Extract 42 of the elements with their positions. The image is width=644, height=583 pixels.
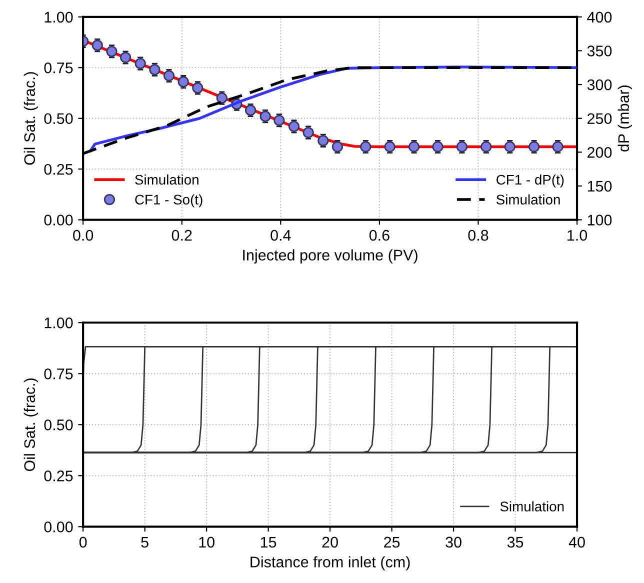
y-tick-label: 0.50 <box>44 113 73 124</box>
x-axis-title: Distance from inlet (cm) <box>250 556 410 570</box>
y2-tick-label: 400 <box>587 12 612 23</box>
y-tick-label: 0.50 <box>44 420 73 430</box>
x-tick-label: 0.2 <box>172 230 192 241</box>
y-axis-title: Oil Sat. (frac.) <box>24 72 38 165</box>
x-tick-label: 5 <box>141 536 148 548</box>
y-tick-label: 1.00 <box>44 318 73 328</box>
legend-label: CF1 - dP(t) <box>496 174 564 188</box>
y2-tick-label: 300 <box>587 79 612 90</box>
y2-tick-label: 350 <box>587 46 612 56</box>
x-axis-title: Injected pore volume (PV) <box>243 249 418 264</box>
y-axis-title: Oil Sat. (frac.) <box>24 378 38 472</box>
y-tick-label: 0.00 <box>44 214 73 226</box>
x-tick-label: 35 <box>507 536 524 548</box>
x-tick-label: 10 <box>199 536 214 548</box>
x-tick-label: 20 <box>322 536 338 548</box>
x-tick-label: 0 <box>79 536 87 548</box>
x-tick-label: 0.0 <box>73 230 94 241</box>
y2-tick-label: 150 <box>588 180 612 192</box>
y2-tick-label: 200 <box>588 147 612 158</box>
y-tick-label: 0.25 <box>44 164 73 175</box>
y-tick-label: 1.00 <box>44 12 73 23</box>
y-tick-label: 0.75 <box>44 62 73 74</box>
y-tick-label: 0.75 <box>44 368 73 380</box>
y2-tick-label: 250 <box>588 113 612 124</box>
y2-axis-title: dP (mbar) <box>618 85 632 152</box>
y-tick-label: 0.25 <box>44 470 73 482</box>
legend-label: Simulation <box>496 194 560 205</box>
legend-label: CF1 - So(t) <box>135 194 202 208</box>
x-tick-label: 0.8 <box>468 230 488 241</box>
x-tick-label: 0.4 <box>270 230 291 241</box>
x-tick-label: 40 <box>568 536 585 548</box>
y2-tick-label: 100 <box>588 214 612 226</box>
x-tick-label: 25 <box>384 536 400 548</box>
x-tick-label: 0.6 <box>369 230 390 241</box>
x-tick-label: 1.0 <box>568 230 588 241</box>
x-tick-label: 30 <box>446 536 462 548</box>
legend-label: Simulation <box>135 174 198 185</box>
legend-label: Simulation <box>500 501 564 512</box>
y-tick-label: 0.00 <box>44 522 73 532</box>
x-tick-label: 15 <box>260 536 276 548</box>
